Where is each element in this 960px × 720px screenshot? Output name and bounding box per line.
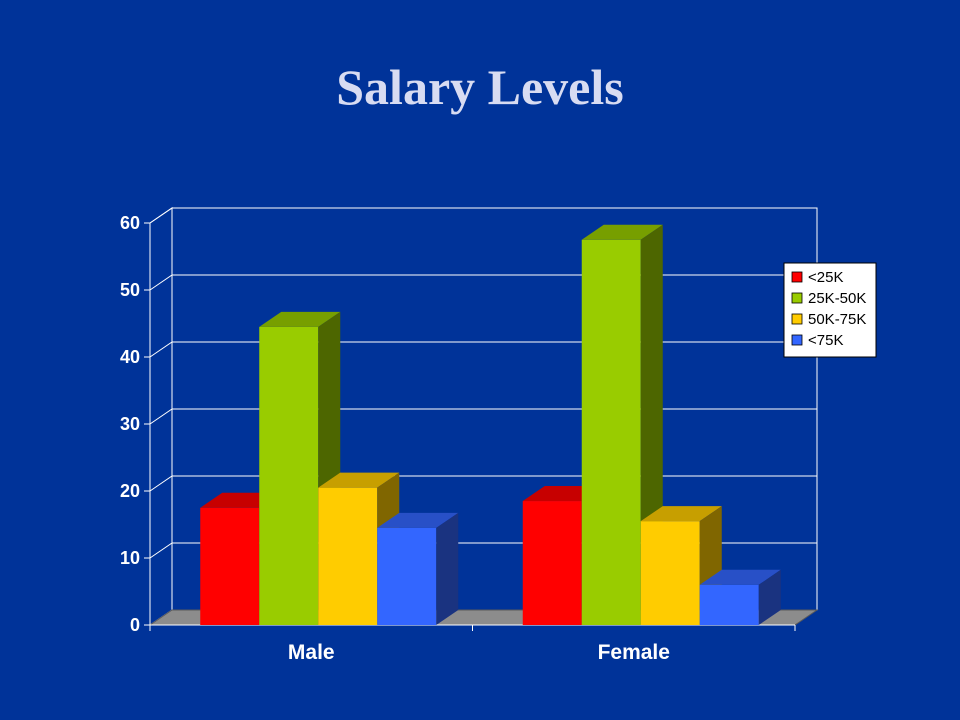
bar-top bbox=[318, 472, 400, 488]
bar-front bbox=[259, 326, 319, 625]
legend-swatch bbox=[791, 292, 803, 304]
bar-top bbox=[259, 311, 341, 327]
x-axis-category-label: Female bbox=[598, 641, 670, 664]
chart-bars bbox=[200, 224, 781, 625]
x-axis-category-labels: Male Female bbox=[288, 641, 670, 664]
gridline bbox=[149, 274, 817, 291]
bar-top bbox=[377, 512, 459, 528]
y-axis-tick-label: 50 bbox=[120, 280, 140, 300]
bar bbox=[377, 512, 459, 625]
bar-front bbox=[699, 584, 759, 625]
gridline bbox=[149, 341, 817, 358]
bar-top bbox=[699, 569, 781, 585]
y-axis-tick-label: 10 bbox=[120, 548, 140, 568]
y-axis-tick-labels: 0 10 20 30 40 50 60 bbox=[120, 213, 140, 635]
y-axis-tick-label: 40 bbox=[120, 347, 140, 367]
legend-label: <25K bbox=[808, 269, 843, 286]
bar-front bbox=[318, 487, 378, 625]
bar-front bbox=[200, 507, 260, 625]
gridline bbox=[149, 475, 817, 492]
chart-legend: <25K 25K-50K 50K-75K <75K bbox=[783, 262, 877, 358]
legend-label: 25K-50K bbox=[808, 290, 866, 307]
bar-side bbox=[436, 512, 459, 625]
legend-label: <75K bbox=[808, 332, 843, 349]
y-axis-tick-label: 60 bbox=[120, 213, 140, 233]
bar-front bbox=[640, 521, 700, 625]
y-axis-tick-label: 0 bbox=[130, 615, 140, 635]
x-axis-category-label: Male bbox=[288, 641, 335, 664]
legend-label: 50K-75K bbox=[808, 311, 866, 328]
bar-front bbox=[581, 239, 641, 625]
y-axis-tick-label: 20 bbox=[120, 481, 140, 501]
y-axis-tick-label: 30 bbox=[120, 414, 140, 434]
bar-front bbox=[522, 501, 582, 625]
bar-top bbox=[640, 506, 722, 522]
slide-title: Salary Levels bbox=[336, 59, 624, 115]
bar-top bbox=[581, 224, 663, 240]
bar-side bbox=[758, 569, 781, 625]
gridline bbox=[149, 207, 817, 224]
legend-swatch bbox=[791, 313, 803, 325]
bar bbox=[699, 569, 781, 625]
legend-swatch bbox=[791, 334, 803, 346]
legend-swatch bbox=[791, 271, 803, 283]
bar-front bbox=[377, 527, 437, 625]
gridline bbox=[149, 408, 817, 425]
